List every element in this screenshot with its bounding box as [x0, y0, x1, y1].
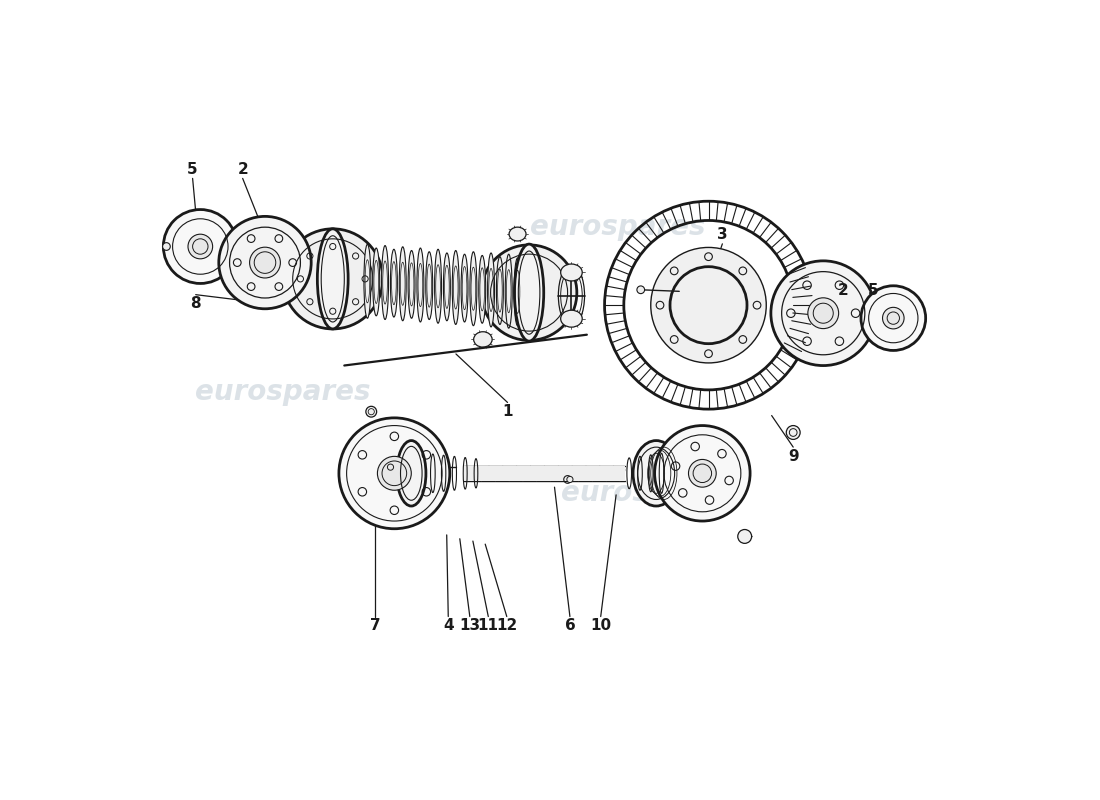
Ellipse shape [505, 254, 513, 328]
Circle shape [861, 286, 926, 350]
Ellipse shape [514, 258, 521, 326]
Text: eurospares: eurospares [561, 478, 736, 506]
Text: eurospares: eurospares [530, 213, 705, 241]
Circle shape [738, 530, 751, 543]
Ellipse shape [496, 257, 504, 325]
Circle shape [339, 418, 450, 529]
Text: 1: 1 [503, 404, 513, 419]
Ellipse shape [515, 244, 543, 341]
Ellipse shape [470, 252, 477, 326]
Circle shape [637, 286, 645, 294]
Ellipse shape [426, 252, 432, 319]
Ellipse shape [561, 264, 582, 281]
Ellipse shape [318, 229, 348, 329]
Text: 12: 12 [496, 618, 517, 634]
Circle shape [771, 261, 876, 366]
Ellipse shape [373, 248, 380, 316]
Circle shape [188, 234, 212, 259]
Text: eurospares: eurospares [195, 378, 371, 406]
Bar [464, 466, 625, 481]
Circle shape [786, 426, 800, 439]
Ellipse shape [417, 248, 424, 322]
Circle shape [377, 456, 411, 490]
Circle shape [566, 476, 573, 482]
Text: 4: 4 [443, 618, 453, 634]
Text: 2: 2 [238, 162, 248, 177]
Text: 7: 7 [370, 618, 381, 634]
Circle shape [882, 307, 904, 329]
Ellipse shape [390, 250, 397, 317]
Ellipse shape [399, 247, 406, 321]
Circle shape [366, 406, 376, 417]
Text: 11: 11 [477, 618, 498, 634]
Circle shape [654, 426, 750, 521]
Ellipse shape [478, 255, 486, 323]
Ellipse shape [382, 246, 388, 319]
Ellipse shape [434, 250, 441, 323]
Text: 10: 10 [590, 618, 612, 634]
Text: 13: 13 [459, 618, 481, 634]
Circle shape [219, 216, 311, 309]
Ellipse shape [474, 332, 492, 347]
Text: 3: 3 [717, 227, 728, 242]
Circle shape [482, 245, 576, 340]
Ellipse shape [634, 441, 680, 506]
Ellipse shape [397, 441, 426, 506]
Ellipse shape [364, 244, 371, 318]
Ellipse shape [487, 253, 495, 327]
Ellipse shape [561, 310, 582, 327]
Circle shape [163, 210, 238, 283]
Ellipse shape [461, 254, 468, 322]
Circle shape [807, 298, 838, 329]
Text: 2: 2 [838, 282, 848, 298]
Text: 5: 5 [187, 162, 198, 177]
Circle shape [283, 229, 383, 329]
Ellipse shape [443, 253, 450, 321]
Circle shape [689, 459, 716, 487]
Circle shape [651, 247, 767, 363]
Text: 5: 5 [868, 282, 879, 298]
Circle shape [163, 242, 170, 250]
Text: 8: 8 [190, 296, 201, 311]
Text: 9: 9 [788, 449, 799, 464]
Text: 6: 6 [564, 618, 575, 634]
Ellipse shape [509, 227, 526, 241]
Ellipse shape [452, 250, 459, 325]
Circle shape [250, 247, 280, 278]
Ellipse shape [408, 250, 415, 318]
